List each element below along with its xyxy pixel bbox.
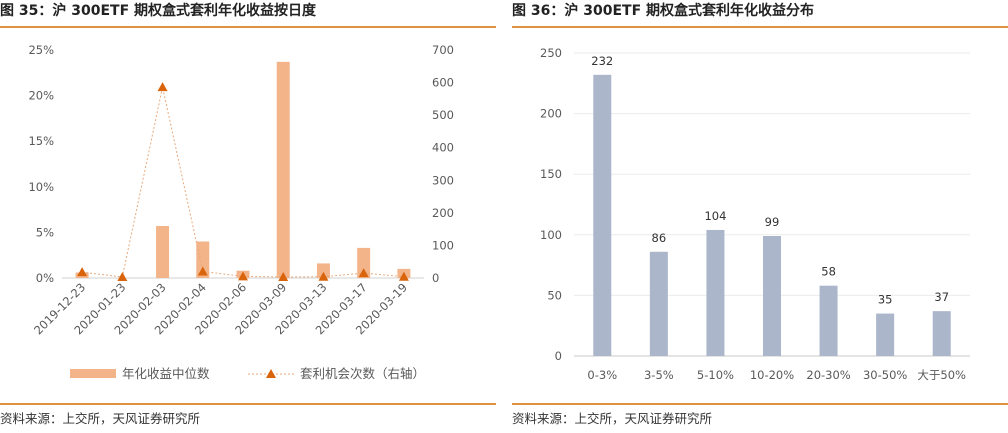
left-y-tick-label: 20% bbox=[28, 89, 54, 103]
opportunity-count-line bbox=[82, 87, 404, 278]
median-return-bar bbox=[156, 226, 170, 278]
right-y-tick-label: 300 bbox=[432, 173, 454, 187]
distribution-bar bbox=[593, 74, 612, 357]
right-title-rule bbox=[512, 26, 1008, 28]
daily-arbitrage-chart: 0%5%10%15%20%25%010020030040050060070020… bbox=[28, 43, 454, 381]
distribution-bar bbox=[763, 236, 781, 356]
right-figure-title: 图 36：沪 300ETF 期权盒式套利年化收益分布 bbox=[512, 3, 815, 19]
distribution-bar bbox=[876, 313, 895, 356]
left-source-rule bbox=[0, 403, 496, 405]
right-y-tick-label: 0 bbox=[432, 271, 439, 285]
bar-value-label: 99 bbox=[765, 215, 780, 229]
x-tick-label: 30-50% bbox=[863, 368, 907, 382]
bar-value-label: 35 bbox=[878, 293, 893, 307]
left-source-note: 资料来源：上交所，天风证券研究所 bbox=[0, 411, 201, 426]
right-source-note: 资料来源：上交所，天风证券研究所 bbox=[512, 411, 713, 426]
bar-value-label: 86 bbox=[652, 231, 667, 245]
x-tick-label: 10-20% bbox=[750, 368, 794, 382]
left-y-tick-label: 15% bbox=[28, 134, 54, 148]
x-tick-label: 0-3% bbox=[587, 368, 617, 382]
distribution-bar bbox=[932, 311, 951, 356]
opportunity-count-marker bbox=[77, 267, 88, 277]
legend-line-marker bbox=[266, 369, 276, 378]
distribution-bar bbox=[819, 285, 838, 356]
opportunity-count-marker bbox=[157, 82, 168, 92]
opportunity-count-marker bbox=[358, 268, 369, 278]
x-tick-label: 3-5% bbox=[644, 368, 674, 382]
left-title-rule bbox=[0, 26, 496, 28]
median-return-bar bbox=[316, 263, 330, 278]
opportunity-count-marker bbox=[238, 271, 248, 281]
opportunity-count-marker bbox=[117, 272, 128, 282]
y-tick-label: 150 bbox=[540, 167, 562, 181]
legend-bar-label: 年化收益中位数 bbox=[122, 366, 210, 381]
x-tick-label: 20-30% bbox=[806, 368, 850, 382]
left-y-tick-label: 10% bbox=[28, 180, 54, 194]
opportunity-count-marker bbox=[278, 272, 289, 282]
y-tick-label: 0 bbox=[555, 349, 562, 363]
bar-value-label: 37 bbox=[934, 290, 949, 304]
right-figure-panel: 图 36：沪 300ETF 期权盒式套利年化收益分布 0 50 100 150 200 2… bbox=[512, 0, 1008, 433]
bar-value-label: 58 bbox=[821, 265, 836, 279]
right-y-tick-label: 400 bbox=[432, 141, 454, 155]
opportunity-count-marker bbox=[318, 271, 329, 281]
y-tick-label: 250 bbox=[540, 46, 562, 60]
x-tick-label: 5-10% bbox=[697, 368, 734, 382]
y-tick-label: 100 bbox=[540, 228, 562, 242]
left-figure-title: 图 35：沪 300ETF 期权盒式套利年化收益按日度 bbox=[0, 3, 317, 19]
legend-bar-swatch bbox=[70, 369, 116, 378]
left-y-tick-label: 5% bbox=[36, 225, 54, 239]
distribution-bar bbox=[706, 229, 725, 356]
opportunity-count-marker bbox=[398, 271, 409, 281]
right-source-rule bbox=[512, 403, 1008, 405]
right-y-tick-label: 100 bbox=[432, 238, 454, 252]
left-y-tick-label: 0% bbox=[36, 271, 54, 285]
left-y-tick-label: 25% bbox=[28, 43, 54, 57]
median-return-bar bbox=[196, 241, 210, 278]
bar-value-label: 232 bbox=[591, 54, 613, 68]
y-tick-label: 50 bbox=[547, 288, 562, 302]
y-tick-label: 200 bbox=[540, 107, 562, 121]
opportunity-count-marker bbox=[197, 266, 208, 276]
right-y-tick-label: 600 bbox=[432, 76, 454, 90]
x-tick-label: 大于50% bbox=[917, 368, 966, 382]
right-y-tick-label: 200 bbox=[432, 206, 454, 220]
median-return-bar bbox=[276, 61, 290, 278]
bar-value-label: 104 bbox=[704, 209, 726, 223]
left-figure-panel: 图 35：沪 300ETF 期权盒式套利年化收益按日度 0% 5% 10% 15% 20… bbox=[0, 0, 496, 433]
return-distribution-chart: 0 50 100 150 200 250 232 0-3% 86 3-5% 104 5-10% 99 10… bbox=[540, 46, 970, 382]
legend-line-label: 套利机会次数（右轴） bbox=[300, 366, 425, 381]
right-y-tick-label: 700 bbox=[432, 43, 454, 57]
median-return-bar bbox=[357, 247, 371, 278]
distribution-bar bbox=[649, 251, 668, 356]
right-y-tick-label: 500 bbox=[432, 108, 454, 122]
